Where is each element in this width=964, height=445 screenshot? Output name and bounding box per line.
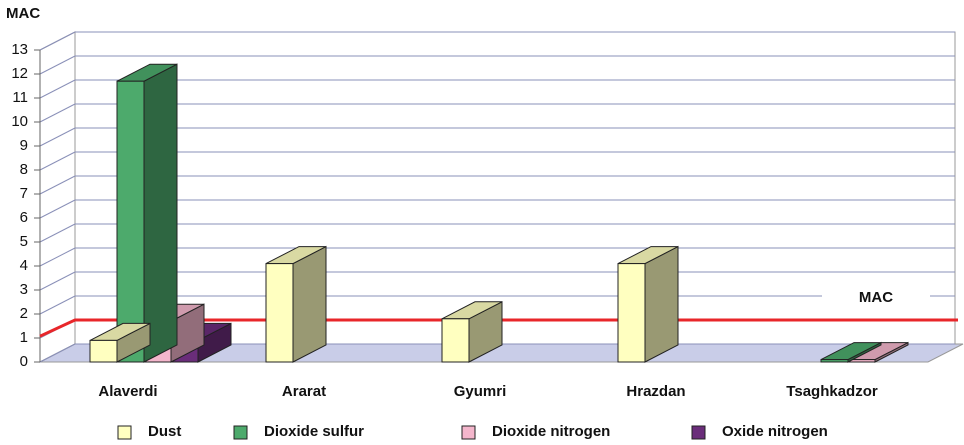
legend-swatch [117, 425, 132, 440]
grid-line [39, 151, 76, 171]
x-tick-label: Tsaghkadzor [786, 383, 878, 400]
grid-line [39, 127, 76, 147]
bar-side [644, 245, 679, 363]
x-tick-label: Hrazdan [626, 383, 685, 400]
y-tick-label: 9 [20, 137, 28, 154]
y-tick-label: 7 [20, 185, 28, 202]
grid-line [39, 343, 76, 363]
legend-label: Oxide nitrogen [722, 423, 828, 440]
y-tick-label: 0 [20, 353, 28, 370]
grid-line [39, 223, 76, 243]
grid-line [39, 199, 76, 219]
y-axis-title: MAC [6, 5, 40, 22]
y-tick-label: 6 [20, 209, 28, 226]
annotation-bg [822, 284, 930, 314]
legend-swatch [233, 425, 248, 440]
y-tick-label: 5 [20, 233, 28, 250]
y-tick-label: 4 [20, 257, 28, 274]
grid-line [39, 31, 76, 51]
grid-line [39, 295, 76, 315]
bar [617, 263, 646, 363]
bar [441, 318, 470, 363]
legend-swatch [691, 425, 706, 440]
legend-swatch [461, 425, 476, 440]
annotation: MAC [859, 289, 893, 306]
grid-line [39, 103, 76, 123]
y-tick-label: 1 [20, 329, 28, 346]
y-tick-label: 2 [20, 305, 28, 322]
y-tick-label: 8 [20, 161, 28, 178]
grid-line [39, 247, 76, 267]
side-wall [39, 31, 76, 363]
grid-line [39, 271, 76, 291]
bar-side [292, 245, 327, 363]
grid-line [39, 55, 76, 75]
legend-label: Dioxide nitrogen [492, 423, 610, 440]
bar-side [143, 63, 178, 363]
grid-line [39, 175, 76, 195]
bar [116, 80, 145, 363]
bar [265, 263, 294, 363]
legend-label: Dust [148, 423, 181, 440]
x-tick-label: Ararat [282, 383, 326, 400]
bar [820, 359, 849, 363]
x-tick-label: Alaverdi [98, 383, 157, 400]
y-tick-label: 12 [11, 65, 28, 82]
y-tick-label: 11 [12, 89, 28, 106]
grid-line [39, 79, 76, 99]
y-tick-label: 3 [20, 281, 28, 298]
legend-label: Dioxide sulfur [264, 423, 364, 440]
x-tick-label: Gyumri [454, 383, 507, 400]
y-tick-label: 13 [11, 41, 28, 58]
y-tick-label: 10 [11, 113, 28, 130]
bar [89, 339, 118, 363]
